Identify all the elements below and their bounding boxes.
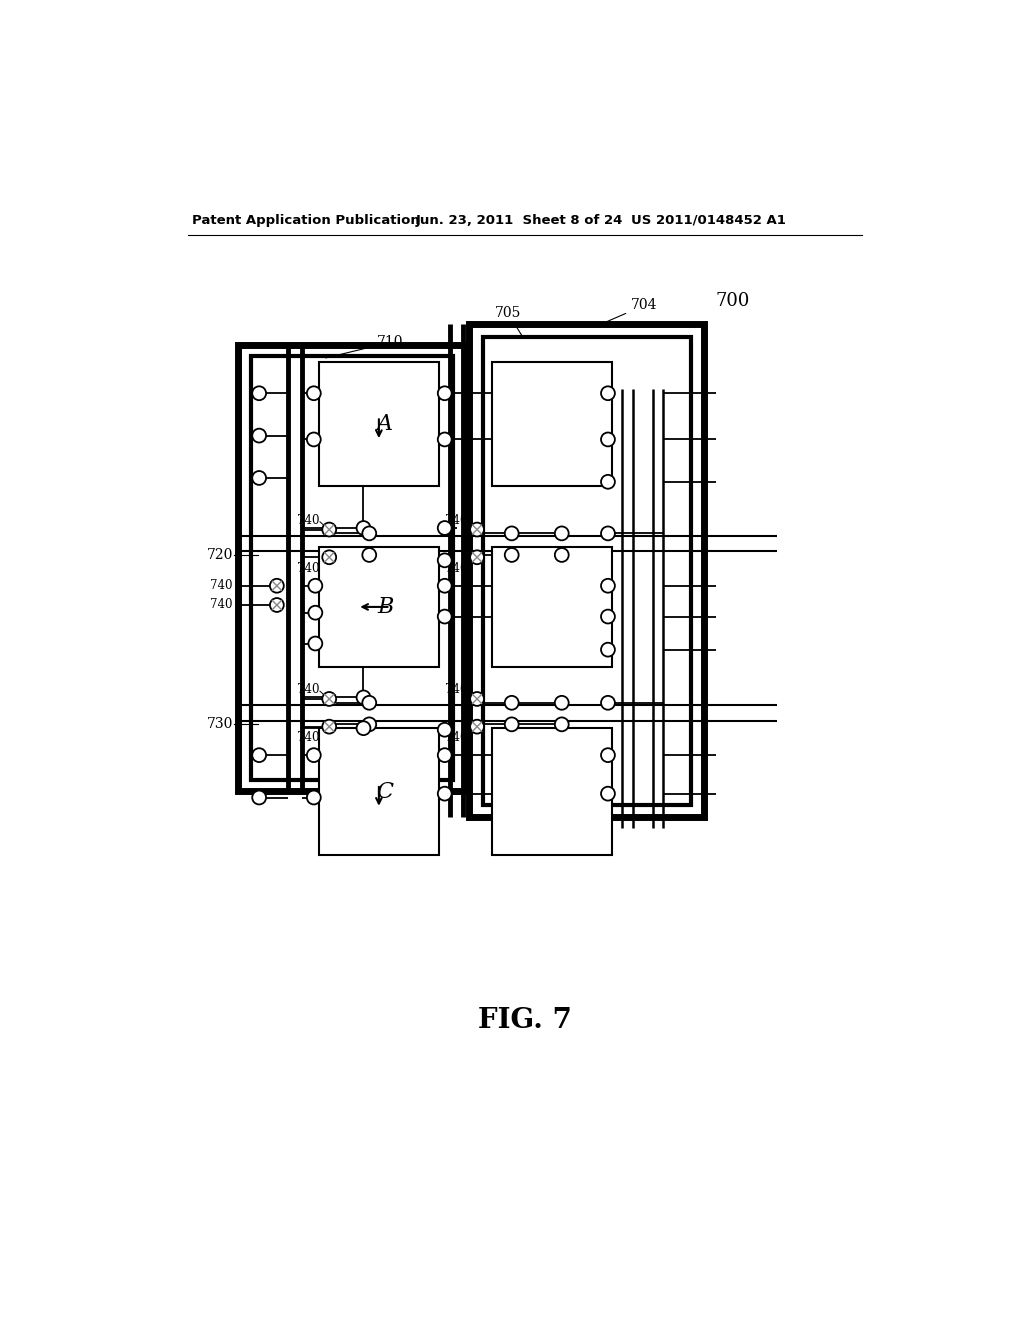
Text: A: A [377,413,393,436]
Circle shape [555,696,568,710]
Circle shape [555,548,568,562]
Circle shape [270,598,284,612]
Circle shape [438,521,452,535]
Text: Jun. 23, 2011  Sheet 8 of 24: Jun. 23, 2011 Sheet 8 of 24 [416,214,623,227]
Text: 720: 720 [207,548,233,562]
Circle shape [323,692,336,706]
Text: 710: 710 [326,335,403,358]
Text: Patent Application Publication: Patent Application Publication [193,214,420,227]
Bar [319,729,438,855]
Circle shape [438,578,452,593]
Text: 704: 704 [595,298,657,326]
Circle shape [252,429,266,442]
Circle shape [362,548,376,562]
Circle shape [505,696,518,710]
Bar [239,345,466,792]
Circle shape [470,523,484,536]
Bar [493,548,611,667]
Circle shape [308,578,323,593]
Text: US 2011/0148452 A1: US 2011/0148452 A1 [631,214,786,227]
Circle shape [362,696,376,710]
Text: 705: 705 [495,306,522,335]
Circle shape [438,610,452,623]
Circle shape [252,748,266,762]
Circle shape [555,527,568,540]
Circle shape [362,718,376,731]
Circle shape [438,387,452,400]
Circle shape [356,521,371,535]
Text: 740: 740 [445,731,468,744]
Circle shape [308,636,323,651]
Circle shape [601,527,614,540]
Circle shape [601,387,614,400]
Bar [319,548,438,667]
Circle shape [307,433,321,446]
Circle shape [601,578,614,593]
Circle shape [438,748,452,762]
Text: 740: 740 [297,684,319,696]
Circle shape [252,471,266,484]
Circle shape [307,791,321,804]
Circle shape [362,527,376,540]
Circle shape [323,719,336,734]
Text: 740: 740 [445,561,468,574]
Text: 740: 740 [211,579,233,593]
Text: 740: 740 [445,513,468,527]
Text: 740: 740 [297,731,319,744]
Text: 730: 730 [207,717,233,731]
Text: C: C [377,780,393,803]
Circle shape [270,578,284,593]
Circle shape [601,787,614,800]
Circle shape [601,696,614,710]
Text: FIG. 7: FIG. 7 [478,1007,571,1035]
Circle shape [252,791,266,804]
Text: 740: 740 [297,561,319,574]
Bar [469,323,705,817]
Circle shape [470,692,484,706]
Circle shape [601,643,614,656]
Circle shape [323,550,336,564]
Text: 740: 740 [445,684,468,696]
Circle shape [307,387,321,400]
Text: 740: 740 [211,598,233,611]
Circle shape [438,787,452,800]
Circle shape [601,748,614,762]
Bar [483,337,691,805]
Circle shape [505,527,518,540]
Bar [493,729,611,855]
Circle shape [555,718,568,731]
Circle shape [470,719,484,734]
Circle shape [601,610,614,623]
Circle shape [438,433,452,446]
Circle shape [601,475,614,488]
Circle shape [601,433,614,446]
Circle shape [505,548,518,562]
Bar [493,363,611,486]
Circle shape [438,723,452,737]
Circle shape [438,553,452,568]
Circle shape [307,748,321,762]
Bar [319,363,438,486]
Text: 740: 740 [297,513,319,527]
Circle shape [470,550,484,564]
Bar [251,356,454,780]
Circle shape [323,523,336,536]
Circle shape [356,690,371,705]
Circle shape [308,606,323,619]
Circle shape [505,718,518,731]
Circle shape [252,387,266,400]
Circle shape [356,721,371,735]
Text: 700: 700 [716,292,751,310]
Text: B: B [377,595,393,618]
